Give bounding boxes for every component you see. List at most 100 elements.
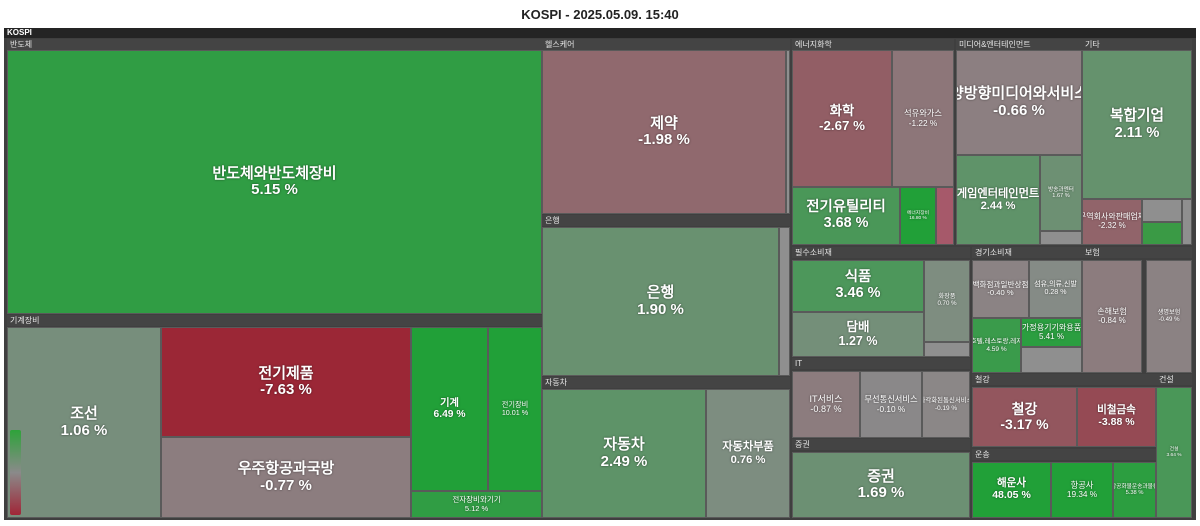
minor-industry-tile[interactable] <box>1040 231 1082 245</box>
minor-industry-tile[interactable] <box>1021 347 1082 373</box>
sector-header[interactable]: 기계장비 <box>7 315 542 326</box>
industry-name: 우주항공과국방 <box>237 460 335 477</box>
industry-tile[interactable]: 제약 -1.98 % <box>542 50 786 214</box>
industry-tile[interactable]: 조선 1.06 % <box>7 327 161 518</box>
industry-name: 복합기업 <box>1110 108 1164 125</box>
minor-industry-tile[interactable] <box>936 187 954 245</box>
industry-tile[interactable]: 식품 3.46 % <box>792 260 924 312</box>
industry-change-label: 5.15 % <box>251 181 298 198</box>
industry-change-label: -1.98 % <box>638 131 690 148</box>
sector-header[interactable]: 기타 <box>1082 39 1192 50</box>
industry-tile[interactable]: 석유와가스 -1.22 % <box>892 50 954 187</box>
industry-name: 방송과엔터 <box>1048 186 1074 193</box>
industry-tile[interactable]: 전기유틸리티 3.68 % <box>792 187 900 245</box>
industry-change-label: -0.40 % <box>987 288 1014 297</box>
sector-header[interactable]: 경기소비재 <box>972 247 1082 258</box>
minor-industry-tile[interactable] <box>924 342 970 357</box>
industry-name: 전기제품 <box>258 364 314 382</box>
industry-tile[interactable]: 섬유,의류,신발 0.28 % <box>1029 260 1082 318</box>
industry-tile[interactable]: 무역회사와판매업체 -2.32 % <box>1082 199 1142 245</box>
industry-name: 식품 <box>844 269 872 286</box>
industry-name: 담배 <box>846 319 870 334</box>
industry-tile[interactable]: 양방향미디어와서비스 -0.66 % <box>956 50 1082 155</box>
industry-tile[interactable]: 철강 -3.17 % <box>972 387 1077 447</box>
minor-industry-tile[interactable] <box>786 50 790 214</box>
industry-change-label: -1.22 % <box>908 118 938 128</box>
industry-change-label: -0.87 % <box>810 403 842 414</box>
industry-change-label: -2.67 % <box>819 117 865 133</box>
industry-name: 양방향미디어와서비스 <box>956 85 1082 102</box>
industry-change-label: -0.66 % <box>993 101 1045 119</box>
industry-tile[interactable]: 호텔,레스토랑,레저 4.59 % <box>972 318 1021 373</box>
sector-header[interactable]: 건설 <box>1156 374 1192 385</box>
industry-tile[interactable]: 반도체와반도체장비 5.15 % <box>7 50 542 314</box>
industry-tile[interactable]: IT서비스 -0.87 % <box>792 371 860 438</box>
industry-tile[interactable]: 담배 1.27 % <box>792 312 924 357</box>
industry-name: 기계 <box>440 397 459 409</box>
sector-header[interactable]: 보험 <box>1082 247 1192 258</box>
industry-tile[interactable]: 해운사 48.05 % <box>972 462 1051 518</box>
sector-header[interactable]: IT <box>792 358 970 369</box>
root-header[interactable]: KOSPI <box>4 28 1196 38</box>
minor-industry-tile[interactable] <box>1142 222 1182 245</box>
industry-name: 해운사 <box>996 477 1027 490</box>
industry-tile[interactable]: 가정용기기와용품 5.41 % <box>1021 318 1082 347</box>
industry-tile[interactable]: 다각화된통신서비스 -0.19 % <box>922 371 970 438</box>
sector-header[interactable]: 미디어&엔터테인먼트 <box>956 39 1082 50</box>
industry-name: 에너지장비 <box>906 210 930 216</box>
minor-industry-tile[interactable] <box>779 227 790 376</box>
industry-name: 제약 <box>650 114 678 132</box>
industry-tile[interactable]: 비철금속 -3.88 % <box>1077 387 1156 447</box>
industry-tile[interactable]: 손해보험 -0.84 % <box>1082 260 1142 373</box>
industry-tile[interactable]: 전기제품 -7.63 % <box>161 327 411 437</box>
sector-header[interactable]: 은행 <box>542 215 790 226</box>
industry-tile[interactable]: 우주항공과국방 -0.77 % <box>161 437 411 518</box>
industry-change-label: 3.64 % <box>1166 452 1182 458</box>
industry-name: 화학 <box>829 102 855 118</box>
sector-header[interactable]: 증권 <box>792 439 970 450</box>
industry-tile[interactable]: 항공사 19.34 % <box>1051 462 1113 518</box>
industry-change-label: 0.28 % <box>1044 289 1067 296</box>
industry-tile[interactable]: 무선통신서비스 -0.10 % <box>860 371 922 438</box>
sector-header[interactable]: 헬스케어 <box>542 39 790 50</box>
industry-name: 자동차 <box>603 436 645 453</box>
industry-name: 항공화물운송과물류 <box>1113 483 1156 490</box>
industry-tile[interactable]: 백화점과일반상점 -0.40 % <box>972 260 1029 318</box>
industry-tile[interactable]: 복합기업 2.11 % <box>1082 50 1192 199</box>
sector-header[interactable]: 자동차 <box>542 377 790 388</box>
industry-tile[interactable]: 생명보험 -0.49 % <box>1146 260 1192 373</box>
sector-header[interactable]: 운송 <box>972 449 1156 460</box>
page-title: KOSPI - 2025.05.09. 15:40 <box>521 7 679 22</box>
industry-change-label: 1.27 % <box>838 333 878 348</box>
industry-tile[interactable]: 기계 6.49 % <box>411 327 488 491</box>
industry-name: 다각화된통신서비스 <box>922 397 970 405</box>
industry-change-label: 1.67 % <box>1052 193 1070 199</box>
industry-tile[interactable]: 항공화물운송과물류 5.38 % <box>1113 462 1156 518</box>
industry-tile[interactable]: 은행 1.90 % <box>542 227 779 376</box>
industry-tile[interactable]: 화학 -2.67 % <box>792 50 892 187</box>
industry-change-label: 6.49 % <box>433 409 466 420</box>
sector-header[interactable]: 철강 <box>972 374 1156 385</box>
industry-name: 건설 <box>1169 447 1179 453</box>
minor-industry-tile[interactable] <box>1182 199 1192 245</box>
industry-tile[interactable]: 전자장비와기기 5.12 % <box>411 491 542 518</box>
industry-tile[interactable]: 건설 3.64 % <box>1156 387 1192 518</box>
industry-tile[interactable]: 방송과엔터 1.67 % <box>1040 155 1082 231</box>
industry-tile[interactable]: 에너지장비 16.80 % <box>900 187 936 245</box>
industry-tile[interactable]: 전기장비 10.01 % <box>488 327 542 491</box>
industry-tile[interactable]: 증권 1.69 % <box>792 452 970 518</box>
sector-header[interactable]: 에너지화학 <box>792 39 954 50</box>
industry-name: 석유와가스 <box>904 109 942 119</box>
industry-name: 전기유틸리티 <box>806 199 886 216</box>
industry-change-label: -0.77 % <box>260 476 312 494</box>
treemap: 반도체 반도체와반도체장비 5.15 % 기계장비 조선 1.06 % 전기제품 -7.63 … <box>4 38 1196 520</box>
industry-tile[interactable]: 게임엔터테인먼트 2.44 % <box>956 155 1040 245</box>
sector-header[interactable]: 필수소비재 <box>792 247 970 258</box>
sector-header[interactable]: 반도체 <box>7 39 542 50</box>
industry-change-label: 2.44 % <box>980 200 1016 212</box>
industry-tile[interactable]: 자동차부품 0.76 % <box>706 389 790 518</box>
minor-industry-tile[interactable] <box>1142 199 1182 222</box>
industry-name: 은행 <box>646 284 675 301</box>
industry-tile[interactable]: 자동차 2.49 % <box>542 389 706 518</box>
industry-tile[interactable]: 화장품 0.70 % <box>924 260 970 342</box>
